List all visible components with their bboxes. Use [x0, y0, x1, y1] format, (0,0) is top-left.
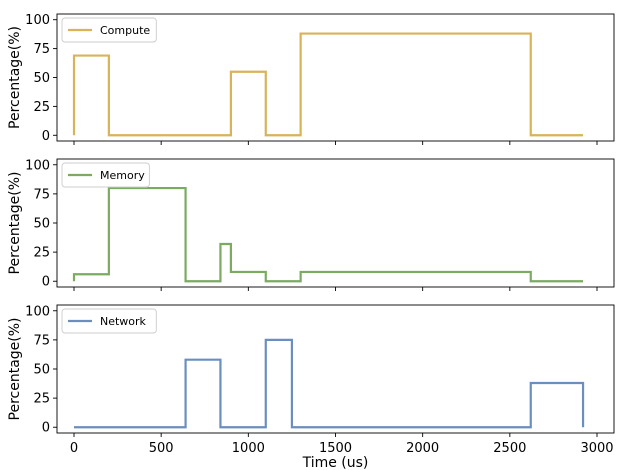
series-line-network	[74, 338, 585, 429]
x-tick-label: 1500	[319, 441, 352, 456]
series-line-memory	[72, 186, 584, 283]
x-tick-label: 1000	[232, 441, 265, 456]
y-tick-label: 25	[33, 392, 50, 407]
y-tick-label: 0	[42, 275, 50, 290]
y-tick-label: 50	[33, 363, 50, 378]
y-tick-label: 25	[33, 246, 50, 261]
y-tick-label: 25	[33, 100, 50, 115]
legend-label: Compute	[100, 24, 150, 37]
y-tick-label: 100	[25, 13, 50, 28]
series-line-compute	[72, 32, 584, 137]
y-tick-label: 50	[33, 71, 50, 86]
legend-label: Memory	[100, 169, 145, 182]
legend-label: Network	[100, 315, 147, 328]
y-axis-label: Percentage(%)	[7, 26, 23, 129]
y-tick-label: 0	[42, 421, 50, 436]
y-axis-label: Percentage(%)	[7, 172, 23, 275]
x-tick-label: 3000	[580, 441, 613, 456]
legend: Network	[61, 308, 157, 334]
x-tick-label: 2000	[406, 441, 439, 456]
x-axis-label: Time (us)	[302, 455, 369, 470]
legend-box	[61, 308, 157, 334]
y-tick-label: 75	[33, 333, 50, 348]
y-tick-label: 75	[33, 42, 50, 57]
legend: Compute	[61, 17, 157, 43]
y-tick-label: 0	[42, 129, 50, 144]
y-axis-label: Percentage(%)	[7, 318, 23, 421]
x-tick-label: 0	[70, 441, 78, 456]
y-tick-label: 75	[33, 187, 50, 202]
y-tick-label: 50	[33, 217, 50, 232]
y-tick-label: 100	[25, 304, 50, 319]
x-tick-label: 500	[149, 441, 174, 456]
legend-box	[61, 162, 150, 188]
legend: Memory	[61, 162, 150, 188]
legend-box	[61, 17, 157, 43]
y-tick-label: 100	[25, 158, 50, 173]
x-tick-label: 2500	[493, 441, 526, 456]
